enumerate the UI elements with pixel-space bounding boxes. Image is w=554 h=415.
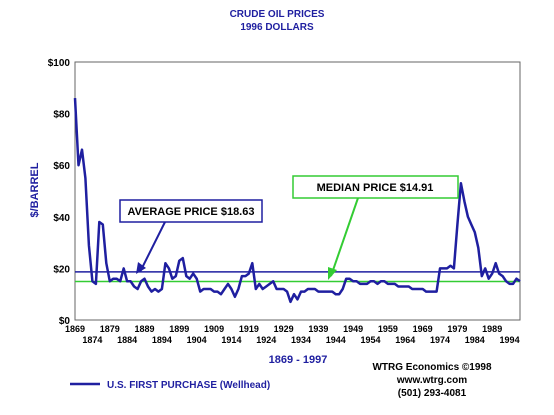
y-tick-label: $20 — [53, 264, 70, 275]
y-tick-label: $100 — [48, 58, 71, 69]
median-annotation-text: MEDIAN PRICE $14.91 — [317, 182, 434, 194]
y-tick-label: $80 — [53, 110, 70, 121]
y-axis-label: $/BARREL — [29, 162, 41, 217]
series-line-wellhead-price — [73, 98, 521, 304]
series-lines — [73, 98, 521, 304]
median-arrow — [330, 197, 359, 277]
y-tick-label: $0 — [59, 316, 71, 327]
x-tick-label: 1974 — [430, 335, 450, 345]
x-tick-label: 1984 — [465, 335, 485, 345]
median-annotation: MEDIAN PRICE $14.91 — [292, 175, 459, 280]
reference-lines — [75, 271, 520, 283]
plot-frame — [74, 61, 521, 321]
x-tick-label: 1934 — [291, 335, 311, 345]
x-tick-label: 1889 — [135, 324, 155, 334]
x-tick-labels: 1869 1879 1889 1899 1909 1919 1929 1939 1949 1959… — [65, 324, 520, 345]
x-range-label: 1869 - 1997 — [269, 354, 328, 366]
x-tick-label: 1909 — [204, 324, 224, 334]
x-tick-label: 1924 — [256, 335, 276, 345]
average-arrow — [139, 221, 166, 273]
y-tick-labels: $0 $20 $40 $60 $80 $100 — [48, 58, 71, 327]
median-annotation-box — [292, 175, 459, 199]
x-tick-label: 1949 — [343, 324, 363, 334]
average-annotation-text: AVERAGE PRICE $18.63 — [128, 206, 255, 218]
x-tick-label: 1994 — [500, 335, 520, 345]
y-tick-label: $40 — [53, 213, 70, 224]
legend: U.S. FIRST PURCHASE (Wellhead) — [70, 380, 270, 391]
chart-subtitle: 1996 DOLLARS — [240, 22, 314, 33]
x-tick-label: 1894 — [152, 335, 172, 345]
x-tick-label: 1874 — [82, 335, 102, 345]
median-arrow-head — [328, 267, 337, 280]
average-arrow-head — [136, 262, 146, 274]
x-tick-label: 1979 — [447, 324, 467, 334]
average-annotation: AVERAGE PRICE $18.63 — [119, 199, 263, 274]
x-tick-label: 1929 — [274, 324, 294, 334]
x-tick-label: 1879 — [100, 324, 120, 334]
credit-line-2: www.wtrg.com — [396, 375, 467, 386]
average-annotation-box — [119, 199, 263, 223]
x-tick-label: 1869 — [65, 324, 85, 334]
credit-line-1: WTRG Economics ©1998 — [372, 362, 492, 373]
x-tick-label: 1919 — [239, 324, 259, 334]
credit-line-3: (501) 293-4081 — [398, 388, 467, 399]
x-tick-label: 1954 — [360, 335, 380, 345]
x-tick-label: 1989 — [482, 324, 502, 334]
x-tick-label: 1959 — [378, 324, 398, 334]
x-tick-label: 1899 — [169, 324, 189, 334]
y-tick-label: $60 — [53, 161, 70, 172]
x-tick-label: 1904 — [187, 335, 207, 345]
x-tick-label: 1914 — [221, 335, 241, 345]
chart-title: CRUDE OIL PRICES — [230, 9, 325, 20]
x-tick-label: 1964 — [395, 335, 415, 345]
x-tick-label: 1939 — [308, 324, 328, 334]
x-tick-label: 1884 — [117, 335, 137, 345]
x-tick-label: 1969 — [413, 324, 433, 334]
legend-label: U.S. FIRST PURCHASE (Wellhead) — [107, 380, 270, 391]
x-tick-label: 1944 — [326, 335, 346, 345]
